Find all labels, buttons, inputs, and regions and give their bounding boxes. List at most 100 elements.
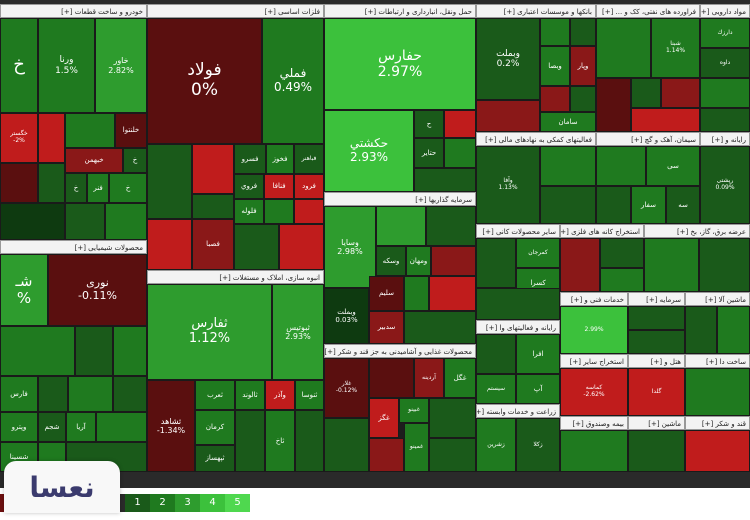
stock-tile[interactable]: سلیم xyxy=(369,276,404,311)
stock-tile[interactable]: فنر xyxy=(87,173,109,203)
sector-title[interactable]: خودرو و ساخت قطعات [+] xyxy=(0,4,147,18)
stock-tile[interactable]: ثپهساز xyxy=(195,445,235,472)
stock-tile[interactable]: آپ xyxy=(516,374,560,404)
stock-tile[interactable]: داوه xyxy=(700,48,750,78)
stock-tile[interactable]: دارزك xyxy=(700,18,750,48)
sector[interactable]: قند و شکر [+] xyxy=(685,416,750,472)
sector-title[interactable]: محصولات غذایی و آشامیدنی به جز قند و شکر… xyxy=(324,344,476,358)
stock-tile[interactable] xyxy=(631,108,700,132)
stock-tile[interactable] xyxy=(0,203,65,240)
sector-title[interactable]: فعالیتهای کمکی به نهادهای مالی [+] xyxy=(476,132,596,146)
stock-tile[interactable]: خلنتوا xyxy=(115,113,147,148)
stock-tile[interactable]: ثالوند xyxy=(235,380,265,410)
stock-tile[interactable] xyxy=(294,199,324,224)
stock-tile[interactable]: وبملت 0.2% xyxy=(476,18,540,100)
stock-tile[interactable]: خ xyxy=(0,18,38,113)
stock-tile[interactable]: فروي xyxy=(234,174,264,199)
stock-tile[interactable] xyxy=(376,206,426,246)
sector-title[interactable]: استخراج کانه های فلزی [+] xyxy=(560,224,644,238)
sector-title[interactable]: خدمات فنی و [+] xyxy=(560,292,628,306)
sector[interactable]: استخراج سایر [+] کماسه -2.62% xyxy=(560,354,628,416)
sector-title[interactable]: حمل ونقل، انبارداری و ارتباطات [+] xyxy=(324,4,476,18)
stock-tile[interactable] xyxy=(560,430,628,472)
stock-tile[interactable] xyxy=(0,163,38,203)
stock-tile[interactable] xyxy=(75,326,113,376)
stock-tile[interactable]: سه xyxy=(666,186,700,224)
stock-tile[interactable]: رپشتی 0.09% xyxy=(700,146,750,224)
stock-tile[interactable]: ومهان xyxy=(406,246,431,276)
stock-tile[interactable] xyxy=(113,326,147,376)
stock-tile[interactable]: زكلا xyxy=(516,418,560,472)
stock-tile[interactable]: سی xyxy=(646,146,700,186)
stock-tile[interactable] xyxy=(324,418,369,472)
stock-tile[interactable]: كرمان xyxy=(195,410,235,445)
sector[interactable]: ساخت دا [+] xyxy=(685,354,750,416)
sector[interactable]: هتل و [+] گلدا xyxy=(628,354,685,416)
stock-tile[interactable]: فنافا xyxy=(264,174,294,199)
sector[interactable]: بانکها و موسسات اعتباری [+] وبملت 0.2% وبصا… xyxy=(476,4,596,132)
stock-tile[interactable] xyxy=(685,306,717,354)
sector-title[interactable]: زراعت و خدمات وابسته [+] xyxy=(476,404,560,418)
sector-title[interactable]: قند و شکر [+] xyxy=(685,416,750,430)
stock-tile[interactable] xyxy=(295,410,324,472)
sector-title[interactable]: ساخت دا [+] xyxy=(685,354,750,368)
stock-tile[interactable]: وبملت 0.03% xyxy=(324,288,369,344)
sector-title[interactable]: فلزات اساسی [+] xyxy=(147,4,324,18)
sector[interactable]: سرمایه [+] xyxy=(628,292,685,354)
stock-tile[interactable]: افرا xyxy=(516,334,560,374)
sector-title[interactable]: رایانه و فعالیتهای وا [+] xyxy=(476,320,560,334)
stock-tile[interactable]: آردینه xyxy=(414,358,444,398)
sector-title[interactable]: سرمایه گذاریها [+] xyxy=(324,192,476,206)
stock-tile[interactable] xyxy=(600,268,644,292)
stock-tile[interactable] xyxy=(369,438,404,472)
stock-tile[interactable]: نوری -0.11% xyxy=(48,254,147,326)
stock-tile[interactable]: خبهمن xyxy=(65,148,123,173)
stock-tile[interactable] xyxy=(0,326,75,376)
stock-tile[interactable] xyxy=(476,100,540,132)
stock-tile[interactable] xyxy=(596,78,631,132)
sector[interactable]: خودرو و ساخت قطعات [+] خ ورنا 1.5% خاور 2.82%… xyxy=(0,4,147,240)
stock-tile[interactable] xyxy=(596,18,651,78)
stock-tile[interactable]: فخوز xyxy=(266,144,294,174)
stock-tile[interactable] xyxy=(444,138,476,168)
stock-tile[interactable] xyxy=(404,276,429,311)
stock-tile[interactable] xyxy=(540,18,570,46)
sector[interactable]: بیمه وصندوق [+] xyxy=(560,416,628,472)
stock-tile[interactable]: وپترو xyxy=(0,412,38,442)
sector-title[interactable]: فراورده های نفتی، کک و ... [+] xyxy=(596,4,700,18)
sector[interactable]: زراعت و خدمات وابسته [+] زشرين زكلا xyxy=(476,404,560,472)
stock-tile[interactable]: سدبير xyxy=(369,311,404,344)
stock-tile[interactable]: گلدا xyxy=(628,368,685,416)
stock-tile[interactable]: خ xyxy=(123,148,147,173)
stock-tile[interactable] xyxy=(685,368,750,416)
stock-tile[interactable]: زشرين xyxy=(476,418,516,472)
sector-title[interactable]: رایانه و [+] xyxy=(700,132,750,146)
stock-tile[interactable]: ورنا 1.5% xyxy=(38,18,95,113)
sector[interactable]: ماشین [+] xyxy=(628,416,685,472)
stock-tile[interactable] xyxy=(476,334,516,374)
stock-tile[interactable]: آریا xyxy=(66,412,96,442)
stock-tile[interactable]: خاور 2.82% xyxy=(95,18,147,113)
stock-tile[interactable] xyxy=(429,276,476,311)
stock-tile[interactable] xyxy=(147,219,192,270)
stock-tile[interactable] xyxy=(105,203,147,240)
stock-tile[interactable] xyxy=(429,438,476,472)
sector[interactable]: انبوه سازی، املاک و مستغلات [+] ثفارس 1.12… xyxy=(147,270,324,472)
stock-tile[interactable]: وسكه xyxy=(376,246,406,276)
sector-title[interactable]: انبوه سازی، املاک و مستغلات [+] xyxy=(147,270,324,284)
stock-tile[interactable]: حفارس 2.97% xyxy=(324,18,476,110)
sector-title[interactable]: هتل و [+] xyxy=(628,354,685,368)
stock-tile[interactable]: غگز xyxy=(369,398,399,438)
stock-tile[interactable] xyxy=(685,430,750,472)
stock-tile[interactable] xyxy=(96,412,147,442)
stock-tile[interactable]: ثفارس 1.12% xyxy=(147,284,272,380)
sector[interactable]: محصولات شیمیایی [+] شـ% نوری -0.11% فارس وپتر… xyxy=(0,240,147,472)
stock-tile[interactable] xyxy=(404,311,476,344)
stock-tile[interactable]: فباهنر xyxy=(294,144,324,174)
stock-tile[interactable]: فارس xyxy=(0,376,38,412)
stock-tile[interactable]: فملي 0.49% xyxy=(262,18,324,144)
sector-title[interactable]: ماشین [+] xyxy=(628,416,685,430)
stock-tile[interactable]: غلار -0.12% xyxy=(324,358,369,418)
sector-title[interactable]: استخراج سایر [+] xyxy=(560,354,628,368)
stock-tile[interactable] xyxy=(65,203,105,240)
